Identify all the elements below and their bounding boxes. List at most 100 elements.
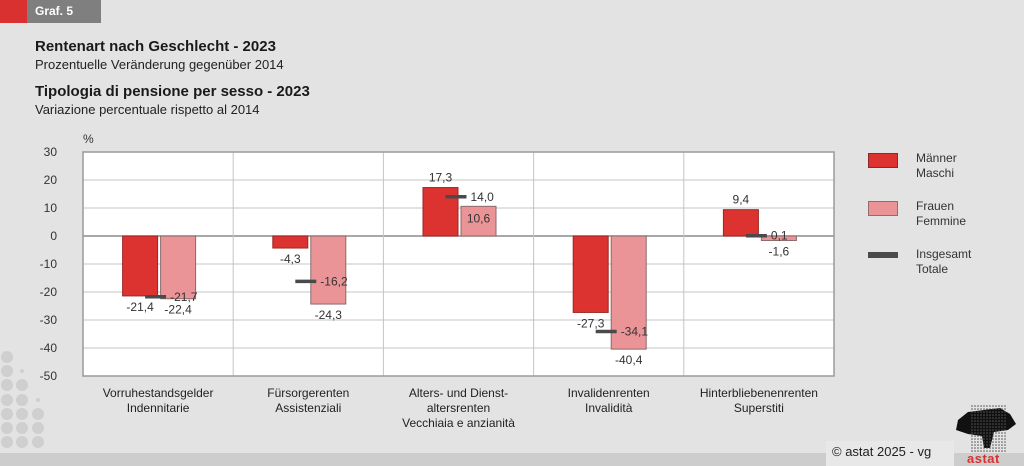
logo-dot bbox=[971, 447, 973, 449]
logo-dot bbox=[992, 417, 994, 419]
x-category-label: Invalidenrenten bbox=[568, 386, 650, 400]
logo-dot bbox=[971, 441, 973, 443]
y-tick-label: -40 bbox=[40, 341, 58, 355]
logo-dot bbox=[1001, 417, 1003, 419]
logo-dot bbox=[971, 417, 973, 419]
graph-number-tag: Graf. 5 bbox=[27, 0, 101, 23]
y-tick-label: -20 bbox=[40, 285, 58, 299]
logo-dot bbox=[980, 420, 982, 422]
logo-dot bbox=[1001, 423, 1003, 425]
logo-dot bbox=[1004, 438, 1006, 440]
logo-dot bbox=[989, 417, 991, 419]
logo-dot bbox=[1004, 417, 1006, 419]
logo-dot bbox=[983, 420, 985, 422]
logo-dot bbox=[986, 408, 988, 410]
logo-dot bbox=[998, 423, 1000, 425]
decorative-dot bbox=[1, 422, 13, 434]
logo-dot bbox=[974, 414, 976, 416]
chart-subtitle-de: Prozentuelle Veränderung gegenüber 2014 bbox=[35, 57, 284, 72]
logo-dot bbox=[980, 429, 982, 431]
legend-label-frauen-it: Femmine bbox=[916, 214, 967, 228]
logo-dot bbox=[989, 405, 991, 407]
decorative-dot bbox=[32, 408, 44, 420]
legend-swatch-maenner bbox=[868, 153, 898, 168]
logo-dot bbox=[983, 450, 985, 452]
logo-dot bbox=[977, 423, 979, 425]
logo-dot bbox=[971, 426, 973, 428]
data-label-insgesamt: -34,1 bbox=[621, 324, 649, 338]
legend-label-maenner-de: Männer bbox=[916, 151, 957, 165]
logo-dot bbox=[989, 438, 991, 440]
logo-dot bbox=[986, 435, 988, 437]
logo-dot bbox=[1001, 426, 1003, 428]
data-label-frauen: -1,6 bbox=[769, 244, 790, 258]
logo-dot bbox=[986, 432, 988, 434]
logo-dot bbox=[998, 429, 1000, 431]
logo-dot bbox=[986, 405, 988, 407]
credit-background bbox=[826, 441, 954, 466]
bar-frauen bbox=[610, 235, 647, 350]
logo-dot bbox=[989, 426, 991, 428]
legend-swatch-insgesamt bbox=[868, 252, 898, 258]
y-tick-label: 30 bbox=[44, 145, 58, 159]
logo-dot bbox=[983, 435, 985, 437]
decorative-dot bbox=[20, 369, 24, 373]
logo-dot bbox=[1001, 429, 1003, 431]
logo-dot bbox=[986, 450, 988, 452]
logo-dot bbox=[971, 414, 973, 416]
logo-dot bbox=[980, 411, 982, 413]
logo-dot bbox=[983, 408, 985, 410]
logo-dot bbox=[980, 450, 982, 452]
logo-dot bbox=[977, 432, 979, 434]
logo-dot bbox=[986, 438, 988, 440]
x-category-label: Assistenziali bbox=[275, 401, 341, 415]
logo-dot bbox=[1004, 414, 1006, 416]
logo-dot bbox=[974, 447, 976, 449]
logo-dot bbox=[995, 429, 997, 431]
logo-dot bbox=[983, 426, 985, 428]
logo-dot bbox=[989, 432, 991, 434]
logo-dot bbox=[986, 444, 988, 446]
logo-dot bbox=[980, 441, 982, 443]
x-category-label: Alters- und Dienst- bbox=[409, 386, 508, 400]
logo-dot bbox=[986, 447, 988, 449]
decorative-dot bbox=[1, 351, 13, 363]
logo-dot bbox=[989, 411, 991, 413]
logo-dot bbox=[986, 411, 988, 413]
logo-dot bbox=[977, 450, 979, 452]
logo-dot bbox=[1001, 420, 1003, 422]
logo-dot bbox=[995, 438, 997, 440]
logo-dot bbox=[977, 429, 979, 431]
data-label-insgesamt: 0,1 bbox=[771, 229, 788, 243]
y-tick-label: 0 bbox=[50, 229, 57, 243]
logo-dot bbox=[995, 447, 997, 449]
decorative-dot bbox=[1, 365, 13, 377]
logo-dot bbox=[998, 432, 1000, 434]
logo-dot bbox=[1004, 450, 1006, 452]
data-label-frauen: -22,4 bbox=[164, 303, 192, 317]
logo-dot bbox=[977, 408, 979, 410]
decorative-dot bbox=[32, 436, 44, 448]
x-category-label: Vorruhestandsgelder bbox=[103, 386, 214, 400]
logo-dot bbox=[998, 426, 1000, 428]
logo-dot bbox=[1001, 405, 1003, 407]
logo-dot bbox=[998, 414, 1000, 416]
bar-maenner bbox=[572, 235, 609, 313]
logo-dot bbox=[1004, 420, 1006, 422]
logo-dot bbox=[971, 405, 973, 407]
y-tick-label: -30 bbox=[40, 313, 58, 327]
x-category-label: Hinterbliebenenrenten bbox=[700, 386, 818, 400]
legend-label-frauen-de: Frauen bbox=[916, 199, 955, 213]
logo-dot bbox=[980, 438, 982, 440]
decorative-dot bbox=[16, 422, 28, 434]
x-category-label: Fürsorgerenten bbox=[267, 386, 349, 400]
x-category-label: altersrenten bbox=[427, 401, 490, 415]
decorative-dot bbox=[16, 436, 28, 448]
data-label-maenner: 17,3 bbox=[429, 171, 453, 185]
logo-dot bbox=[989, 447, 991, 449]
logo-dot bbox=[983, 414, 985, 416]
logo-dot bbox=[980, 435, 982, 437]
logo-dot bbox=[995, 411, 997, 413]
legend-swatch-frauen bbox=[868, 201, 898, 216]
logo-dot bbox=[989, 444, 991, 446]
